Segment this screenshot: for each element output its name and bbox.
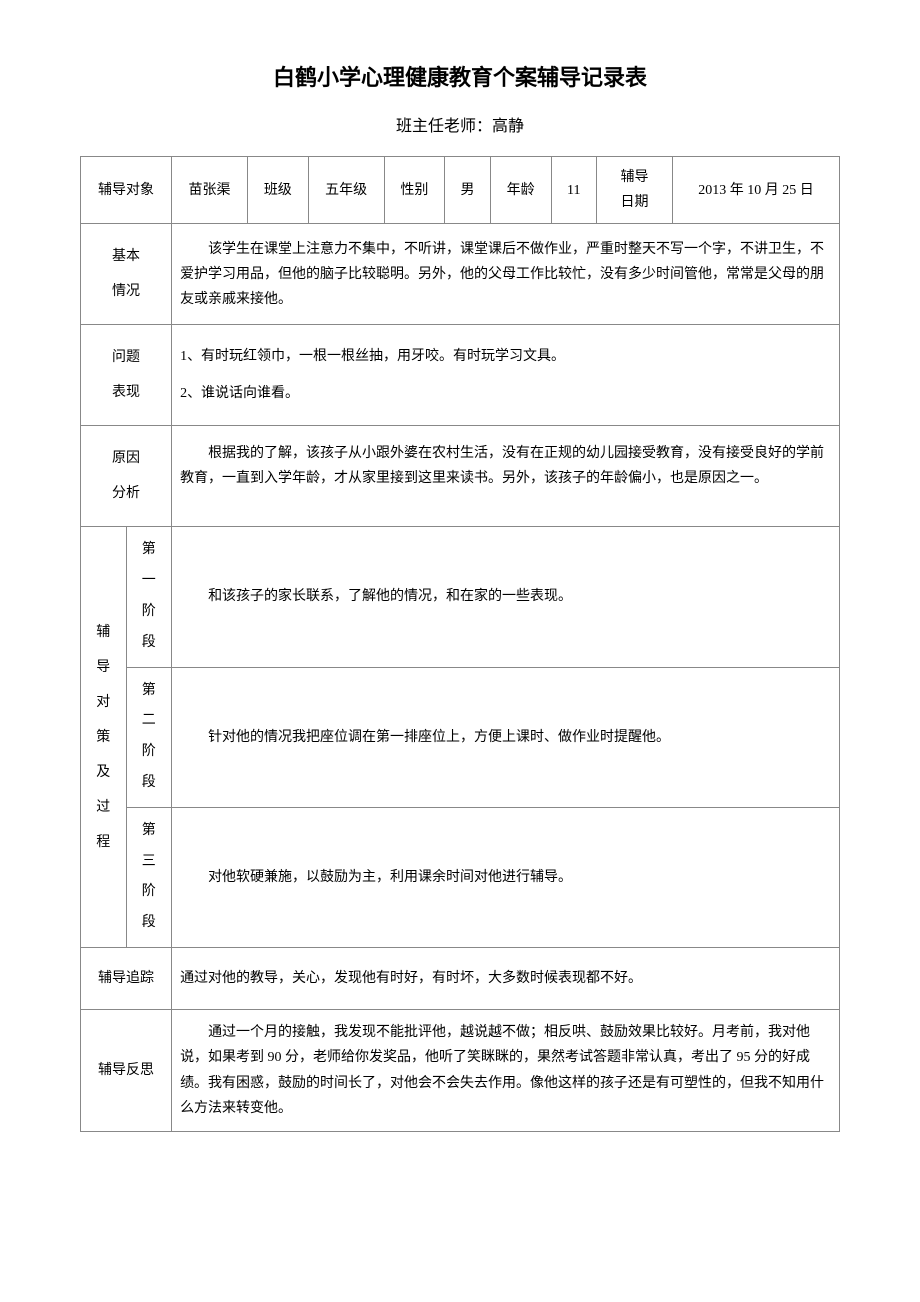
cause-label: 原因 分析 — [81, 426, 172, 527]
stage2-char-2: 二 — [129, 706, 170, 737]
strategy-char-5: 及 — [83, 755, 124, 790]
subtitle-prefix: 班主任老师： — [396, 118, 492, 135]
basic-label-1: 基本 — [87, 239, 165, 274]
strategy-char-2: 导 — [83, 650, 124, 685]
basic-label-2: 情况 — [87, 274, 165, 309]
stage3-label: 第 三 阶 段 — [126, 807, 172, 947]
stage1-row: 辅 导 对 策 及 过 程 第 一 阶 段 和该孩子的家长联系，了解他的情况，和… — [81, 527, 840, 667]
stage3-char-4: 段 — [129, 908, 170, 939]
stage1-char-3: 阶 — [129, 597, 170, 628]
basic-row: 基本 情况 该学生在课堂上注意力不集中，不听讲，课堂课后不做作业，严重时整天不写… — [81, 224, 840, 325]
reflection-row: 辅导反思 通过一个月的接触，我发现不能批评他，越说越不做；相反哄、鼓励效果比较好… — [81, 1010, 840, 1132]
stage1-label: 第 一 阶 段 — [126, 527, 172, 667]
strategy-label: 辅 导 对 策 及 过 程 — [81, 527, 127, 948]
stage3-char-3: 阶 — [129, 877, 170, 908]
age-value: 11 — [551, 157, 597, 224]
strategy-char-7: 程 — [83, 825, 124, 860]
stage2-char-1: 第 — [129, 676, 170, 707]
cause-label-1: 原因 — [87, 441, 165, 476]
stage3-row: 第 三 阶 段 对他软硬兼施，以鼓励为主，利用课余时间对他进行辅导。 — [81, 807, 840, 947]
problem-content: 1、有时玩红领巾，一根一根丝抽，用牙咬。有时玩学习文具。 2、谁说话向谁看。 — [172, 325, 840, 426]
date-label-2: 日期 — [603, 190, 666, 215]
tracking-row: 辅导追踪 通过对他的教导，关心，发现他有时好，有时坏，大多数时候表现都不好。 — [81, 947, 840, 1009]
header-row: 辅导对象 苗张渠 班级 五年级 性别 男 年龄 11 辅导 日期 2013 年 … — [81, 157, 840, 224]
stage1-char-4: 段 — [129, 628, 170, 659]
class-value: 五年级 — [308, 157, 384, 224]
subject-label: 辅导对象 — [81, 157, 172, 224]
problem-label: 问题 表现 — [81, 325, 172, 426]
problem-label-2: 表现 — [87, 375, 165, 410]
problem-row: 问题 表现 1、有时玩红领巾，一根一根丝抽，用牙咬。有时玩学习文具。 2、谁说话… — [81, 325, 840, 426]
age-label: 年龄 — [490, 157, 551, 224]
stage2-char-3: 阶 — [129, 737, 170, 768]
cause-content: 根据我的了解，该孩子从小跟外婆在农村生活，没有在正规的幼儿园接受教育，没有接受良… — [172, 426, 840, 527]
gender-value: 男 — [445, 157, 491, 224]
stage3-char-2: 三 — [129, 847, 170, 878]
cause-row: 原因 分析 根据我的了解，该孩子从小跟外婆在农村生活，没有在正规的幼儿园接受教育… — [81, 426, 840, 527]
reflection-content: 通过一个月的接触，我发现不能批评他，越说越不做；相反哄、鼓励效果比较好。月考前，… — [172, 1010, 840, 1132]
page-title: 白鹤小学心理健康教育个案辅导记录表 — [80, 60, 840, 92]
strategy-char-1: 辅 — [83, 615, 124, 650]
problem-content-1: 1、有时玩红领巾，一根一根丝抽，用牙咬。有时玩学习文具。 — [180, 344, 831, 369]
tracking-content: 通过对他的教导，关心，发现他有时好，有时坏，大多数时候表现都不好。 — [172, 947, 840, 1009]
problem-content-2: 2、谁说话向谁看。 — [180, 381, 831, 406]
page-subtitle: 班主任老师：高静 — [80, 112, 840, 136]
class-label: 班级 — [247, 157, 308, 224]
tracking-label: 辅导追踪 — [81, 947, 172, 1009]
stage1-char-2: 一 — [129, 566, 170, 597]
stage2-content: 针对他的情况我把座位调在第一排座位上，方便上课时、做作业时提醒他。 — [172, 667, 840, 807]
strategy-char-6: 过 — [83, 790, 124, 825]
subject-value: 苗张渠 — [172, 157, 248, 224]
stage2-label: 第 二 阶 段 — [126, 667, 172, 807]
stage2-row: 第 二 阶 段 针对他的情况我把座位调在第一排座位上，方便上课时、做作业时提醒他… — [81, 667, 840, 807]
stage2-char-4: 段 — [129, 768, 170, 799]
gender-label: 性别 — [384, 157, 445, 224]
problem-label-1: 问题 — [87, 340, 165, 375]
cause-label-2: 分析 — [87, 476, 165, 511]
stage1-content: 和该孩子的家长联系，了解他的情况，和在家的一些表现。 — [172, 527, 840, 667]
stage3-content: 对他软硬兼施，以鼓励为主，利用课余时间对他进行辅导。 — [172, 807, 840, 947]
record-table: 辅导对象 苗张渠 班级 五年级 性别 男 年龄 11 辅导 日期 2013 年 … — [80, 156, 840, 1132]
strategy-char-4: 策 — [83, 720, 124, 755]
date-label: 辅导 日期 — [597, 157, 673, 224]
date-label-1: 辅导 — [603, 165, 666, 190]
stage1-char-1: 第 — [129, 535, 170, 566]
basic-label: 基本 情况 — [81, 224, 172, 325]
reflection-label: 辅导反思 — [81, 1010, 172, 1132]
date-value: 2013 年 10 月 25 日 — [672, 157, 839, 224]
basic-content: 该学生在课堂上注意力不集中，不听讲，课堂课后不做作业，严重时整天不写一个字，不讲… — [172, 224, 840, 325]
stage3-char-1: 第 — [129, 816, 170, 847]
strategy-char-3: 对 — [83, 685, 124, 720]
teacher-name: 高静 — [492, 118, 524, 135]
